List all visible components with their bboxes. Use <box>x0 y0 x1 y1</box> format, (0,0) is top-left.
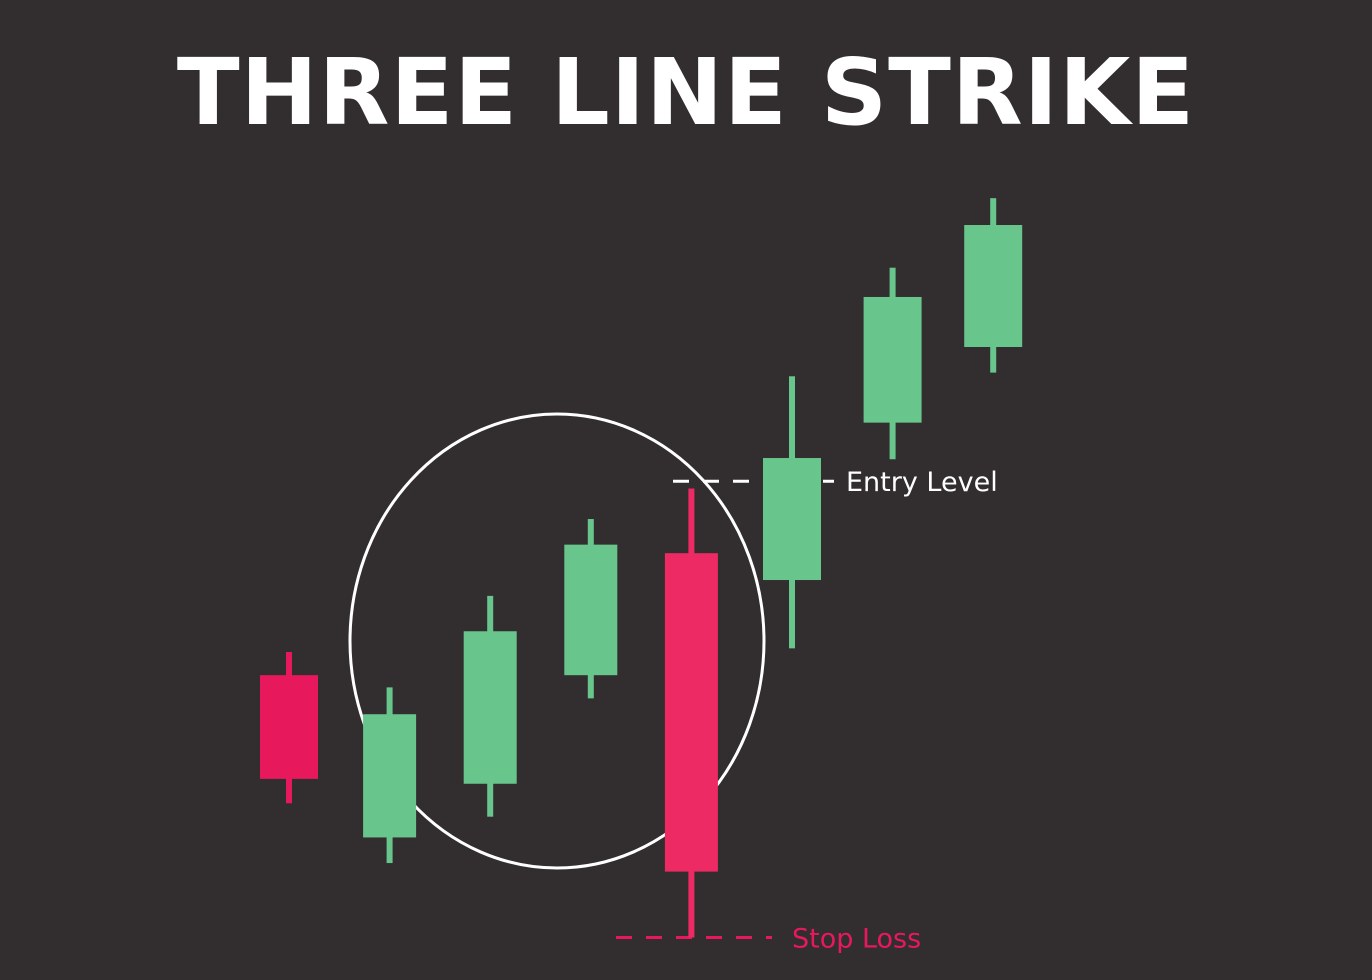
candle <box>363 687 417 864</box>
candle-body <box>964 225 1023 347</box>
entry-level-label: Entry Level <box>846 467 998 498</box>
candle-body <box>863 296 922 423</box>
candle-body <box>564 544 618 676</box>
highlight-ellipse-layer <box>348 412 766 870</box>
stop-loss-label: Stop Loss <box>792 923 921 954</box>
candle <box>260 652 318 804</box>
level-labels-layer: Entry Level Stop Loss <box>792 467 998 954</box>
candle <box>564 519 618 699</box>
candle <box>964 198 1023 373</box>
candle <box>763 376 821 649</box>
candle-body <box>763 458 821 581</box>
candle <box>463 595 517 817</box>
pattern-highlight-ellipse <box>348 412 766 870</box>
candle-body <box>363 714 417 838</box>
candles-layer <box>260 198 1023 938</box>
candle-body <box>463 631 517 784</box>
chart-title: THREE LINE STRIKE <box>176 39 1196 146</box>
candle <box>863 267 922 460</box>
candle-body <box>664 553 718 872</box>
candle-body <box>260 675 318 779</box>
candle <box>664 488 718 938</box>
